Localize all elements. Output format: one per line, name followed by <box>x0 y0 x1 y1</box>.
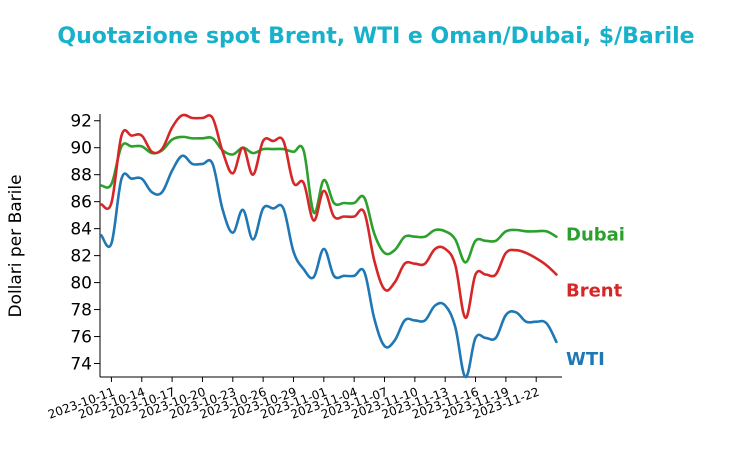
series-line-wti <box>100 154 558 379</box>
series-label-wti: WTI <box>566 349 605 370</box>
y-tick-label: 82 <box>70 247 92 267</box>
y-axis: 74 76 78 80 82 84 86 88 90 92 <box>70 112 101 377</box>
y-tick-label: 92 <box>70 112 92 132</box>
y-tick-label: 76 <box>70 328 92 348</box>
y-axis-label: Dollari per Barile <box>6 174 26 317</box>
y-tick-label: 90 <box>70 139 92 159</box>
series-line-dubai <box>100 135 558 264</box>
y-tick-label: 74 <box>70 355 92 375</box>
series-label-dubai: Dubai <box>566 225 625 246</box>
y-tick-label: 78 <box>70 301 92 321</box>
series-labels: Dubai Brent WTI <box>566 225 625 370</box>
x-axis: 2023-10-112023-10-142023-10-172023-10-20… <box>46 376 562 422</box>
y-tick-label: 86 <box>70 193 92 213</box>
chart-title: Quotazione spot Brent, WTI e Oman/Dubai,… <box>57 24 695 49</box>
y-tick-label: 84 <box>70 220 92 240</box>
series-line-brent <box>100 113 558 320</box>
series-label-brent: Brent <box>566 280 623 301</box>
y-tick-label: 88 <box>70 166 92 186</box>
series-lines <box>100 113 558 379</box>
y-tick-label: 80 <box>70 274 92 294</box>
